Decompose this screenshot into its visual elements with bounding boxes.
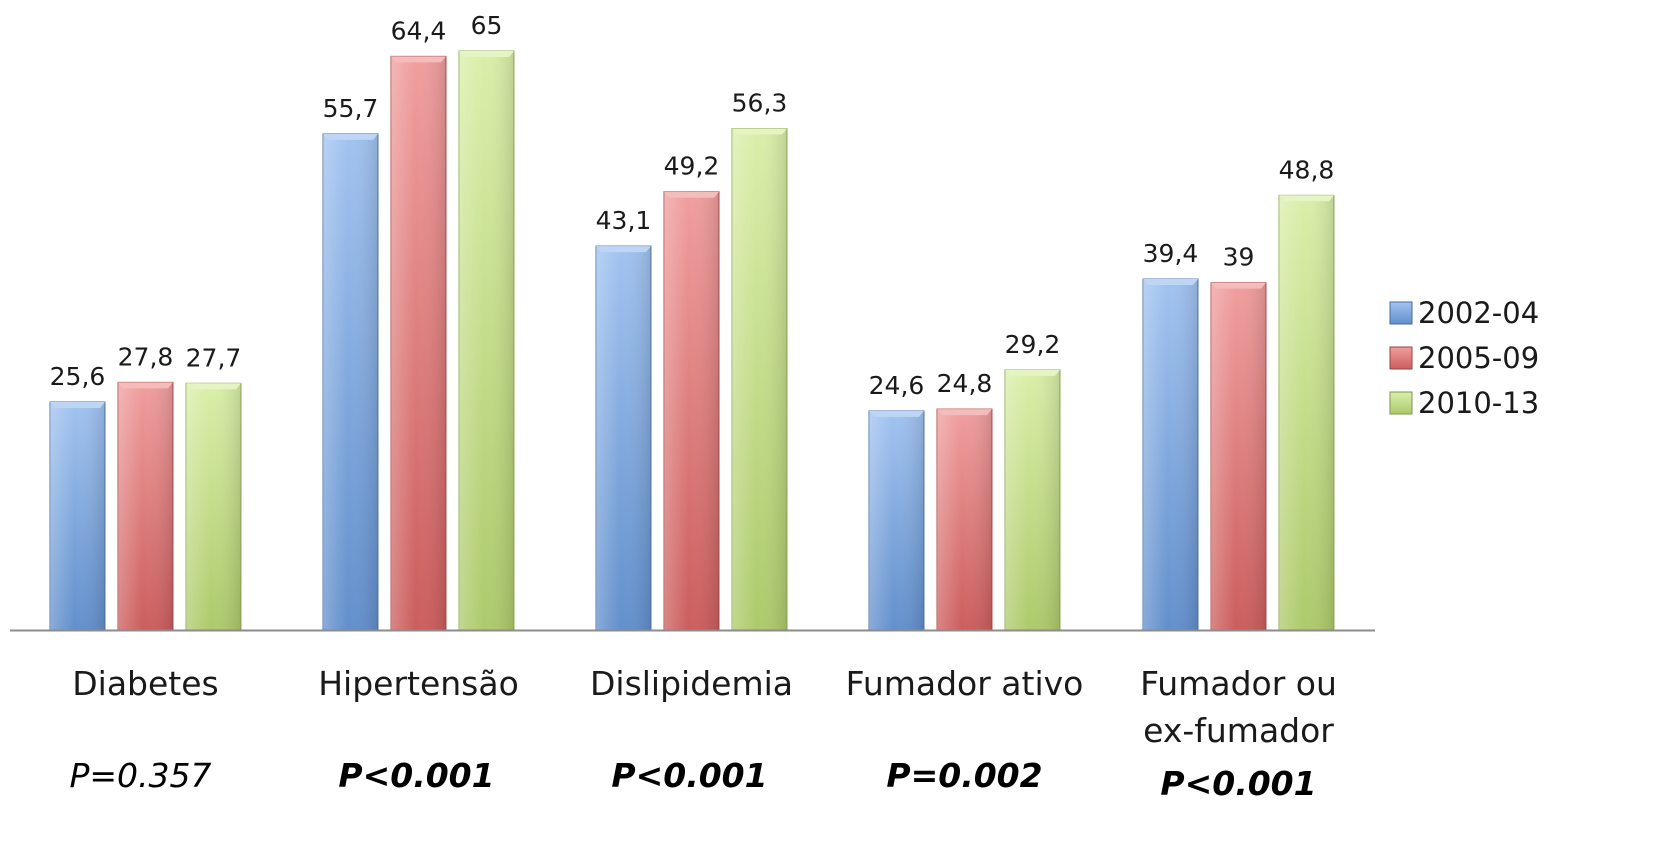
bar-value-label: 55,7: [323, 94, 379, 123]
p-value-label: P<0.001: [1160, 764, 1316, 803]
bar-bevel-top: [937, 409, 992, 416]
bar-sheen: [50, 401, 105, 630]
bar-bevel-top: [664, 191, 719, 198]
p-value-label: P<0.001: [338, 756, 494, 795]
bar-sheen: [937, 409, 992, 630]
category-label: Hipertensão: [318, 664, 519, 703]
bar-value-label: 25,6: [50, 362, 106, 391]
bar-bevel-top: [186, 383, 241, 390]
bar-sheen: [732, 128, 787, 630]
bar-bevel-top: [1005, 369, 1060, 376]
bar-sheen: [118, 382, 173, 630]
bar-sheen: [1143, 279, 1198, 630]
p-value-label: P<0.001: [611, 756, 767, 795]
bar-sheen: [664, 191, 719, 631]
category-label: Fumador ou ex-fumador: [1140, 664, 1337, 750]
bars-layer: [49, 50, 1335, 631]
bar-bevel-top: [391, 56, 446, 63]
legend: 2002-04 2005-09 2010-13: [1389, 296, 1539, 420]
bar-value-label: 24,6: [869, 371, 925, 400]
bar-value-label: 27,8: [118, 342, 174, 371]
category-label: Dislipidemia: [590, 664, 793, 703]
bar-value-label: 64,4: [391, 16, 447, 45]
bar-bevel-top: [1279, 195, 1334, 202]
bar-bevel-top: [323, 133, 378, 140]
bar-sheen: [186, 383, 241, 630]
bar-value-label: 29,2: [1005, 330, 1061, 359]
bar-bevel-top: [732, 128, 787, 135]
bar-value-label: 39: [1223, 243, 1255, 272]
bar-sheen: [596, 246, 651, 630]
bar-sheen: [391, 56, 446, 631]
bar-value-label: 65: [471, 11, 503, 40]
bar-value-label: 43,1: [596, 206, 652, 235]
bar-bevel-top: [1211, 282, 1266, 289]
bar-bevel-top: [869, 410, 924, 417]
legend-swatch: [1389, 391, 1413, 415]
bar-bevel-top: [459, 51, 514, 57]
bar-sheen: [1279, 195, 1334, 630]
bar-value-label: 39,4: [1143, 239, 1199, 268]
legend-label: 2005-09: [1418, 341, 1539, 375]
bar-sheen: [323, 133, 378, 630]
bar-value-label: 27,7: [186, 343, 242, 372]
legend-swatch: [1389, 346, 1413, 370]
legend-label: 2010-13: [1418, 386, 1539, 420]
bar-bevel-top: [596, 246, 651, 253]
bar-value-label: 48,8: [1279, 155, 1335, 184]
p-value-label: P=0.002: [886, 756, 1042, 795]
labels-layer: 25,6 27,8 27,7 Diabetes P=0.357 55,7 64,4 65 Hip…: [50, 11, 1337, 803]
bar-sheen: [1211, 282, 1266, 630]
p-value-label: P=0.357: [69, 756, 211, 795]
bar-bevel-top: [118, 382, 173, 389]
bar-value-label: 49,2: [664, 152, 720, 181]
legend-swatch: [1389, 301, 1413, 325]
bar-bevel-top: [50, 401, 105, 408]
legend-label: 2002-04: [1418, 296, 1539, 330]
category-label: Fumador ativo: [846, 664, 1084, 703]
bar-value-label: 56,3: [732, 88, 788, 117]
bar-value-label: 24,8: [937, 369, 993, 398]
category-label: Diabetes: [72, 664, 219, 703]
bar-sheen: [869, 410, 924, 630]
bar-bevel-top: [1143, 279, 1198, 286]
bar-sheen: [459, 51, 514, 630]
bar-sheen: [1005, 369, 1060, 630]
